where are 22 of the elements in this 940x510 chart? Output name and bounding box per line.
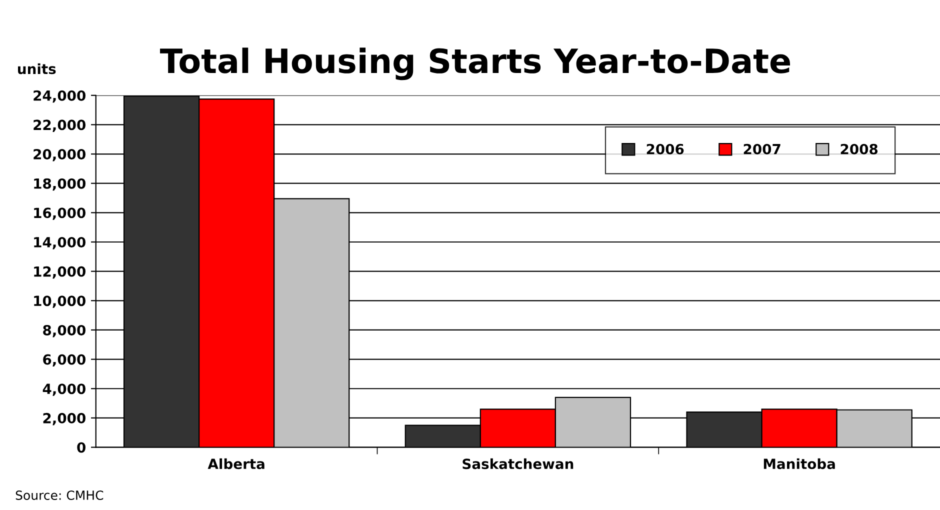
legend-label: 2008	[840, 144, 878, 154]
y-tick-label: 18,000	[34, 178, 86, 191]
y-tick-label: 8,000	[43, 324, 86, 338]
legend-label: 2007	[744, 144, 780, 154]
y-tick-label: 14,000	[34, 236, 86, 250]
y-tick-label: 4,000	[42, 384, 86, 396]
source-note: Source: CMHC	[16, 490, 104, 500]
x-tick-label: Manitoba	[764, 458, 835, 470]
y-tick-label: 0	[77, 442, 86, 453]
y-tick-label: 22,000	[34, 120, 86, 132]
y-tick-label: 20,000	[34, 148, 86, 162]
y-tick-label: 12,000	[34, 266, 86, 279]
y-tick-label: 24,000	[34, 90, 86, 103]
x-tick-label: Alberta	[208, 458, 264, 470]
legend-label: 2006	[646, 144, 684, 154]
y-tick-label: 16,000	[34, 208, 86, 220]
x-tick-label: Saskatchewan	[462, 458, 574, 470]
y-tick-label: 10,000	[34, 296, 86, 308]
chart-title: Total Housing Starts Year-to-Date	[160, 48, 790, 80]
y-tick-label: 6,000	[43, 354, 86, 367]
y-tick-label: 2,000	[43, 412, 86, 426]
y-axis-title: units	[18, 63, 56, 74]
